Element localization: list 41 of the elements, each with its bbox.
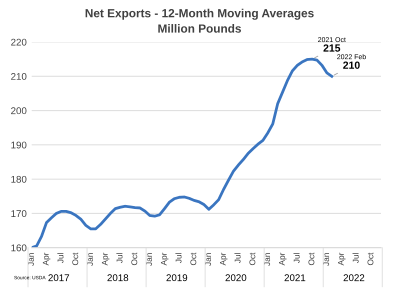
x-tick-label: Apr: [160, 252, 168, 266]
x-tick-label: Jan: [28, 253, 34, 266]
y-tick-label: 190: [11, 142, 26, 148]
x-tick-label: Apr: [220, 252, 228, 266]
x-tick-label: Jan: [146, 253, 152, 266]
data-label: 210: [343, 61, 360, 69]
x-tick-label: Jan: [87, 253, 93, 266]
x-tick-label: Jan: [264, 253, 270, 266]
x-tick-label: Jan: [205, 253, 212, 266]
x-tick-label: Jul: [116, 253, 122, 264]
x-tick-label: Oct: [131, 252, 138, 266]
text: 2021: [284, 274, 306, 282]
x-tick-label: Oct: [190, 252, 196, 266]
x-tick-label: Jul: [57, 253, 64, 264]
x-tick-label: Apr: [42, 252, 50, 266]
x-tick-label: Jul: [234, 253, 241, 264]
y-tick-label: 220: [11, 38, 26, 46]
text: 2017: [48, 274, 70, 282]
x-tick-label: Oct: [367, 252, 374, 266]
x-tick-label: Oct: [308, 252, 314, 266]
x-tick-label: Oct: [72, 252, 78, 266]
x-tick-label: Oct: [249, 252, 256, 266]
text: 2018: [107, 274, 128, 282]
y-tick-label: 180: [11, 176, 26, 183]
y-tick-label: 200: [11, 107, 26, 114]
x-tick-label: Jul: [293, 253, 300, 264]
x-tick-label: Apr: [338, 252, 346, 266]
chart-title: Net Exports - 12-Month Moving Averages Million Pounds: [86, 8, 314, 33]
x-tick-label: Apr: [279, 252, 286, 266]
data-label: 215: [323, 44, 340, 52]
text: 2022: [344, 274, 364, 282]
y-tick-label: 170: [11, 210, 26, 218]
y-tick-label: 210: [11, 73, 26, 80]
x-tick-label: Jan: [323, 253, 330, 266]
y-tick-label: 160: [11, 244, 26, 252]
x-tick-label: Apr: [102, 252, 110, 266]
line-series: [32, 58, 334, 248]
x-tick-label: Jul: [352, 253, 359, 264]
text: 2020: [226, 274, 246, 282]
x-tick-label: Jul: [175, 253, 182, 264]
text: 2019: [166, 274, 188, 282]
